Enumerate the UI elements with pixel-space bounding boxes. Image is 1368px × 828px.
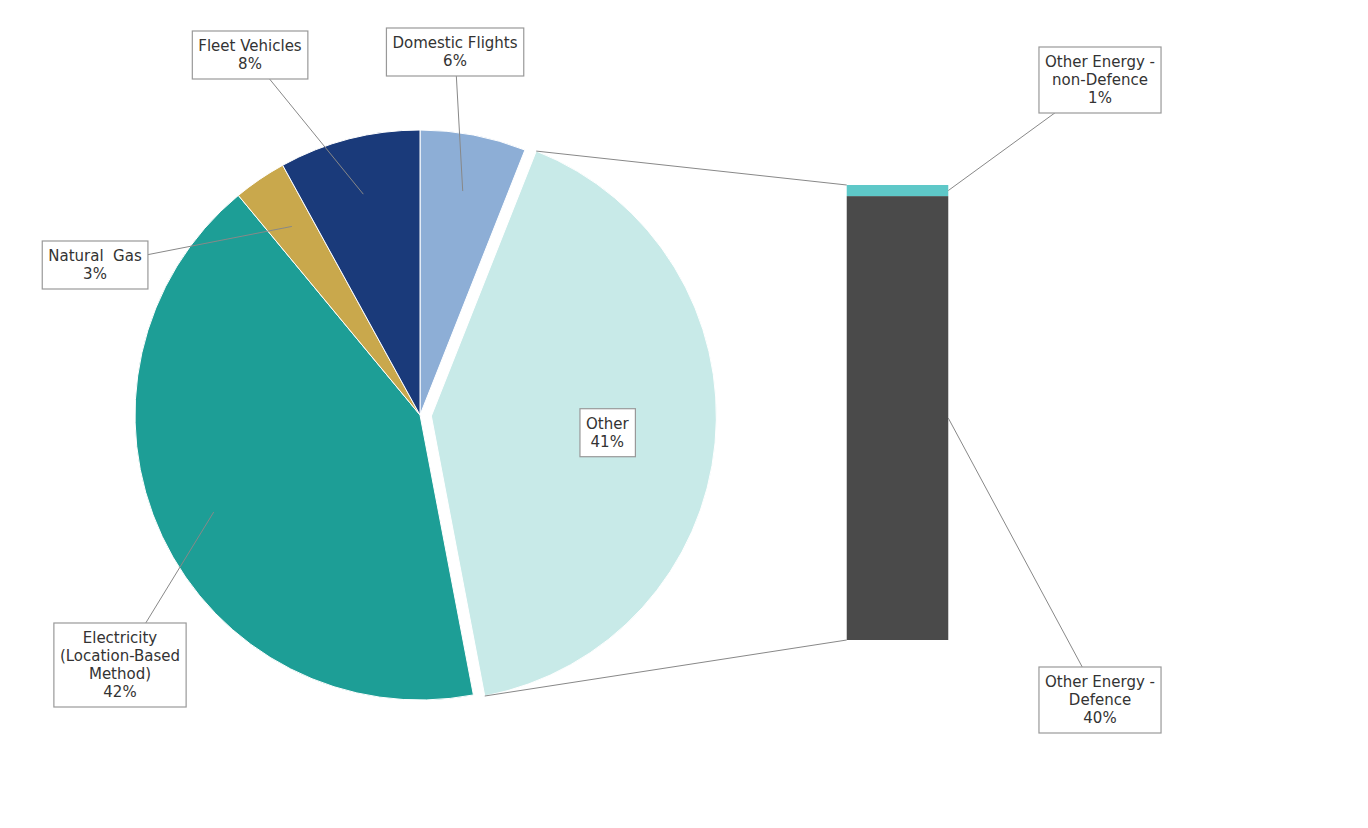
annotation-text: 3%: [83, 265, 107, 283]
annotation-text: Domestic Flights: [392, 34, 517, 52]
bar-segment: [847, 196, 949, 640]
labels: Domestic Flights6% Other41% Electricity(Lo…: [42, 28, 1161, 733]
annotation-line: Natural Gas: [48, 247, 142, 265]
bar-segment: [847, 185, 949, 196]
annotation-line: 6%: [443, 52, 467, 70]
chart-container: Domestic Flights6% Other41% Electricity(Lo…: [0, 0, 1368, 828]
annotation-line: 8%: [238, 55, 262, 73]
annotation-line: (Location-Based: [60, 647, 180, 665]
annotation-text: Other: [586, 415, 629, 433]
annotation-text: 42%: [103, 683, 136, 701]
annotation-line: Other: [586, 415, 629, 433]
marks: [135, 130, 948, 700]
annotation-line: Fleet Vehicles: [198, 37, 302, 55]
annotation: Domestic Flights6%: [386, 28, 523, 76]
annotation-text: Other Energy -non-Defence: [1045, 53, 1155, 89]
annotation-line: non-Defence: [1052, 71, 1148, 89]
annotation-text: Fleet Vehicles: [198, 37, 302, 55]
annotation-text: 1%: [1088, 89, 1112, 107]
annotation-line: 42%: [103, 683, 136, 701]
annotation-line: Defence: [1069, 691, 1131, 709]
chart-svg: Domestic Flights6% Other41% Electricity(Lo…: [0, 0, 1368, 828]
annotation-box: [580, 409, 635, 457]
annotation-line: Other Energy -: [1045, 673, 1155, 691]
connectors: [95, 52, 1100, 700]
annotation-line: Other Energy -: [1045, 53, 1155, 71]
annotation-text: 41%: [591, 433, 624, 451]
annotation: Other Energy -Defence40%: [1039, 667, 1161, 733]
pie: [135, 130, 716, 700]
bars: [847, 185, 949, 640]
connector: [536, 151, 846, 185]
annotation-text: Natural Gas: [48, 247, 142, 265]
annotation: Electricity(Location-BasedMethod)42%: [54, 623, 186, 707]
annotation-text: 40%: [1083, 709, 1116, 727]
annotation-text: 8%: [238, 55, 262, 73]
pie-slice: [283, 130, 420, 415]
annotation-text: Electricity(Location-BasedMethod): [60, 629, 180, 683]
annotation-text: 6%: [443, 52, 467, 70]
annotation: Other Energy -non-Defence1%: [1039, 47, 1161, 113]
annotation-line: 40%: [1083, 709, 1116, 727]
connector: [485, 640, 847, 696]
annotation: Fleet Vehicles8%: [192, 31, 308, 79]
annotation-line: 3%: [83, 265, 107, 283]
connector: [948, 418, 1100, 700]
annotation-line: Method): [89, 665, 151, 683]
annotation-line: 1%: [1088, 89, 1112, 107]
annotation-box: [54, 623, 186, 707]
annotation-box: [42, 241, 148, 289]
annotation-box: [192, 31, 308, 79]
annotation-box: [1039, 667, 1161, 733]
annotation: Other41%: [580, 409, 635, 457]
pie-slice: [431, 151, 716, 696]
annotation-line: Electricity: [83, 629, 158, 647]
annotation-box: [386, 28, 523, 76]
annotation-box: [1039, 47, 1161, 113]
annotation: Natural Gas3%: [42, 241, 148, 289]
annotation-text: Other Energy -Defence: [1045, 673, 1155, 709]
annotation-line: 41%: [591, 433, 624, 451]
annotation-line: Domestic Flights: [392, 34, 517, 52]
